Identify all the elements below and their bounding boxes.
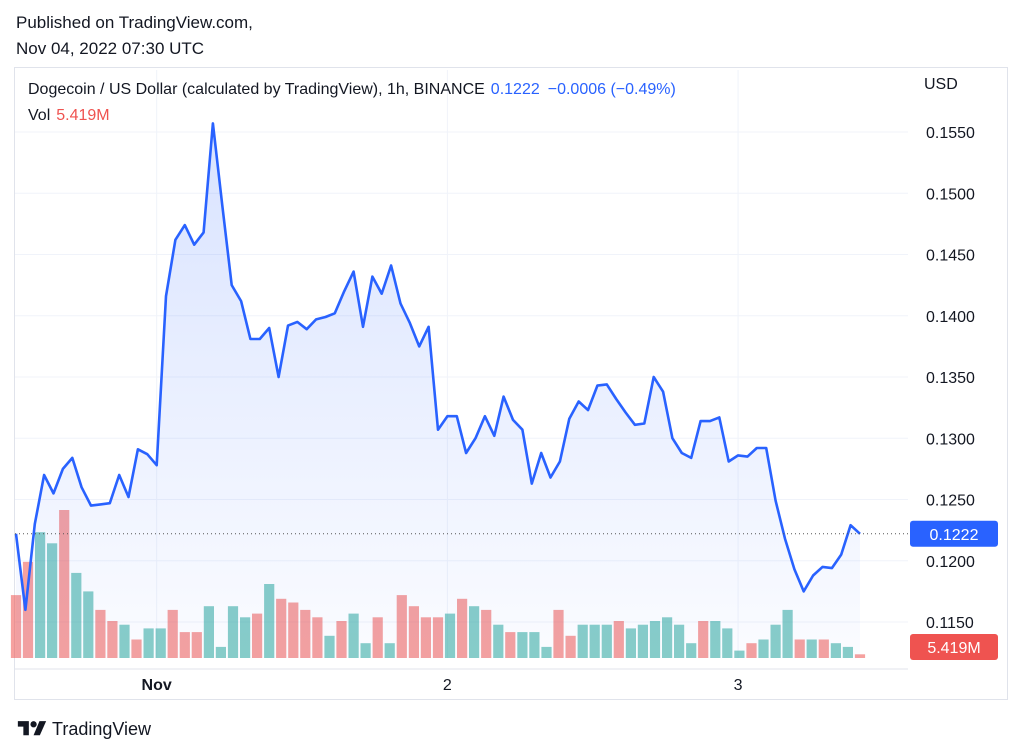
published-line-1: Published on TradingView.com, [16,13,253,32]
volume-badge-label: 5.419M [927,640,980,657]
volume-bar [10,595,22,658]
published-info: Published on TradingView.com, Nov 04, 20… [16,10,253,62]
price-area-fill [16,123,860,658]
legend-price: 0.1222 [490,81,540,98]
volume-legend: Vol 5.419M [28,105,110,127]
price-tick-label: 0.1450 [926,248,975,265]
axis-badges: 0.1222 5.419M [910,520,998,660]
price-tick-label: 0.1550 [926,125,975,142]
chart-frame[interactable] [14,67,1008,700]
time-tick-label: 3 [734,677,743,694]
price-tick-label: 0.1250 [926,493,975,510]
price-tick-label: 0.1200 [926,554,975,571]
price-line [14,122,861,612]
volume-label: Vol [28,107,51,124]
volume-badge [910,634,998,660]
time-tick-label: Nov [142,677,172,694]
footer-brand[interactable]: TradingView [16,716,151,742]
price-badge [910,520,998,547]
symbol-legend: Dogecoin / US Dollar (calculated by Trad… [28,79,676,101]
price-tick-label: 0.1150 [926,615,974,632]
time-tick-label: 2 [443,677,452,694]
volume-value: 5.419M [56,107,110,124]
price-tick-label: 0.1400 [926,309,975,326]
tradingview-logo-icon [17,721,47,736]
price-tick-label: 0.1500 [926,186,975,203]
symbol-name: Dogecoin / US Dollar (calculated by Trad… [28,81,485,98]
price-axis: 0.1150 0.1200 0.1250 0.1300 0.1350 0.1400 0.14… [926,125,975,632]
legend-change: −0.0006 (−0.49%) [547,81,676,98]
price-badge-label: 0.1222 [930,527,979,544]
published-date: Nov 04, 2022 07:30 UTC [16,39,205,58]
currency-label: USD [924,76,958,93]
price-tick-label: 0.1300 [926,431,975,448]
time-axis: Nov234 [15,668,908,694]
price-tick-label: 0.1350 [926,370,975,387]
brand-name: TradingView [52,718,152,739]
